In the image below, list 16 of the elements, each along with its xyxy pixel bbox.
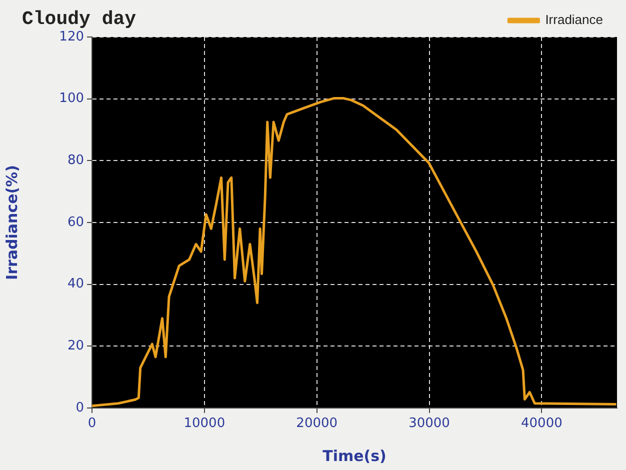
y-tick-label: 20 — [67, 338, 84, 354]
chart-title: Cloudy day — [22, 8, 136, 30]
y-tick-label: 0 — [76, 400, 84, 416]
x-axis-title: Time(s) — [322, 446, 386, 465]
y-tick-label: 120 — [59, 29, 84, 44]
y-tick-label: 80 — [67, 153, 84, 168]
x-tick-label: 10000 — [184, 416, 226, 432]
x-tick-label: 40000 — [521, 416, 562, 432]
x-tick-label: 30000 — [408, 416, 450, 432]
x-tick-label: 20000 — [296, 416, 338, 432]
x-tick-label: 0 — [88, 416, 96, 432]
y-axis-title: Irradiance(%) — [2, 165, 21, 280]
legend-label: Irradiance — [545, 12, 604, 28]
y-tick-label: 100 — [59, 91, 84, 106]
y-tick-label: 40 — [67, 276, 84, 292]
y-tick-label: 60 — [67, 214, 84, 230]
